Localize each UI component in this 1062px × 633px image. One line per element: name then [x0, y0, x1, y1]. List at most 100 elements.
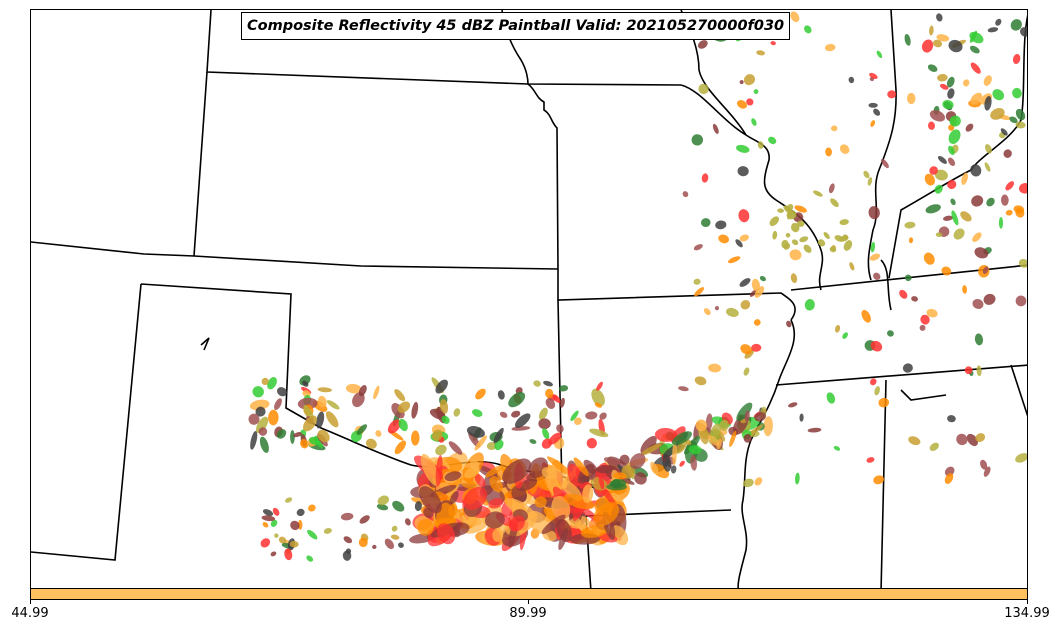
reflectivity-blob — [940, 83, 949, 90]
reflectivity-blob — [411, 401, 419, 419]
reflectivity-blob — [935, 232, 943, 237]
reflectivity-blob — [278, 536, 287, 544]
reflectivity-blob — [970, 92, 983, 105]
reflectivity-blob — [629, 453, 646, 470]
reflectivity-blob — [718, 234, 730, 244]
reflectivity-blob — [804, 299, 815, 311]
reflectivity-blob — [817, 239, 826, 247]
reflectivity-blob — [411, 430, 420, 446]
reflectivity-blob — [394, 389, 406, 402]
reflectivity-blob — [842, 332, 848, 339]
reflectivity-blob — [435, 444, 447, 456]
reflectivity-blob — [861, 309, 871, 323]
reflectivity-blob — [983, 293, 996, 305]
reflectivity-blob — [398, 418, 408, 432]
reflectivity-blob — [1012, 87, 1022, 99]
reflectivity-blob — [833, 445, 841, 451]
reflectivity-blob — [962, 285, 968, 294]
reflectivity-blob — [596, 381, 603, 391]
reflectivity-blob — [340, 512, 354, 521]
reflectivity-blob — [290, 430, 295, 444]
reflectivity-blob — [786, 320, 792, 328]
reflectivity-blob — [975, 433, 986, 443]
colorbar — [30, 588, 1028, 600]
reflectivity-blob — [267, 377, 277, 390]
reflectivity-blob — [726, 307, 739, 317]
map-canvas — [31, 10, 1027, 590]
reflectivity-blob — [516, 478, 538, 492]
reflectivity-blob — [678, 386, 689, 392]
reflectivity-blob — [285, 497, 293, 503]
reflectivity-blob — [823, 231, 830, 240]
reflectivity-blob — [947, 179, 957, 190]
reflectivity-blob — [1015, 295, 1027, 307]
reflectivity-blob — [603, 457, 621, 466]
reflectivity-blob — [986, 197, 995, 207]
reflectivity-blob — [826, 392, 836, 404]
reflectivity-blob — [593, 502, 620, 526]
reflectivity-blob — [804, 25, 812, 34]
reflectivity-blob — [300, 439, 309, 449]
reflectivity-blob — [937, 155, 947, 164]
reflectivity-blob — [980, 459, 988, 470]
reflectivity-blob — [541, 467, 558, 480]
reflectivity-blob — [466, 426, 485, 438]
reflectivity-blob — [705, 413, 713, 431]
reflectivity-blob — [387, 419, 401, 434]
reflectivity-blob — [499, 411, 508, 418]
reflectivity-blob — [927, 64, 938, 72]
reflectivity-blob — [376, 503, 389, 511]
reflectivity-blob — [737, 166, 749, 177]
reflectivity-blob — [255, 406, 266, 417]
reflectivity-blob — [589, 428, 609, 438]
reflectivity-blob — [1019, 27, 1027, 37]
reflectivity-blob — [908, 237, 914, 244]
reflectivity-blob — [694, 376, 707, 386]
reflectivity-blob — [514, 413, 531, 428]
reflectivity-blob — [786, 210, 797, 220]
reflectivity-blob — [735, 239, 743, 248]
reflectivity-blob — [302, 380, 309, 387]
reflectivity-blob — [786, 203, 794, 212]
reflectivity-blob — [250, 430, 258, 450]
reflectivity-blob — [573, 457, 589, 477]
reflectivity-blob — [749, 289, 758, 297]
reflectivity-blob — [936, 13, 943, 22]
reflectivity-blob — [372, 544, 377, 549]
reflectivity-blob — [538, 418, 551, 430]
reflectivity-blob — [262, 509, 274, 517]
reflectivity-blob — [739, 278, 751, 287]
reflectivity-blob — [976, 365, 982, 377]
reflectivity-blob — [1005, 181, 1015, 191]
reflectivity-blob — [449, 491, 459, 505]
reflectivity-blob — [545, 398, 556, 409]
reflectivity-blob — [870, 378, 877, 386]
reflectivity-blob — [743, 367, 750, 376]
reflectivity-blob — [751, 343, 762, 352]
reflectivity-blob — [904, 274, 912, 282]
reflectivity-blob — [276, 429, 287, 439]
reflectivity-blob — [471, 409, 483, 417]
reflectivity-blob — [585, 411, 598, 420]
reflectivity-blob — [258, 427, 268, 436]
reflectivity-blob — [768, 136, 777, 145]
reflectivity-blob — [489, 476, 503, 493]
reflectivity-blob — [961, 172, 968, 185]
reflectivity-blob — [589, 473, 597, 481]
reflectivity-blob — [829, 246, 837, 253]
reflectivity-blob — [384, 538, 395, 550]
reflectivity-blob — [682, 191, 689, 198]
reflectivity-blob — [373, 385, 380, 400]
reflectivity-blob — [262, 522, 269, 528]
reflectivity-blob — [794, 472, 800, 485]
reflectivity-blob — [868, 102, 878, 108]
reflectivity-blob — [777, 208, 785, 213]
reflectivity-blob — [1015, 453, 1027, 463]
reflectivity-blob — [942, 215, 954, 221]
reflectivity-blob — [964, 366, 973, 375]
reflectivity-blob — [796, 220, 805, 227]
reflectivity-blob — [966, 433, 978, 447]
reflectivity-blob — [928, 121, 935, 130]
reflectivity-blob — [306, 555, 314, 562]
reflectivity-blob — [268, 409, 279, 426]
